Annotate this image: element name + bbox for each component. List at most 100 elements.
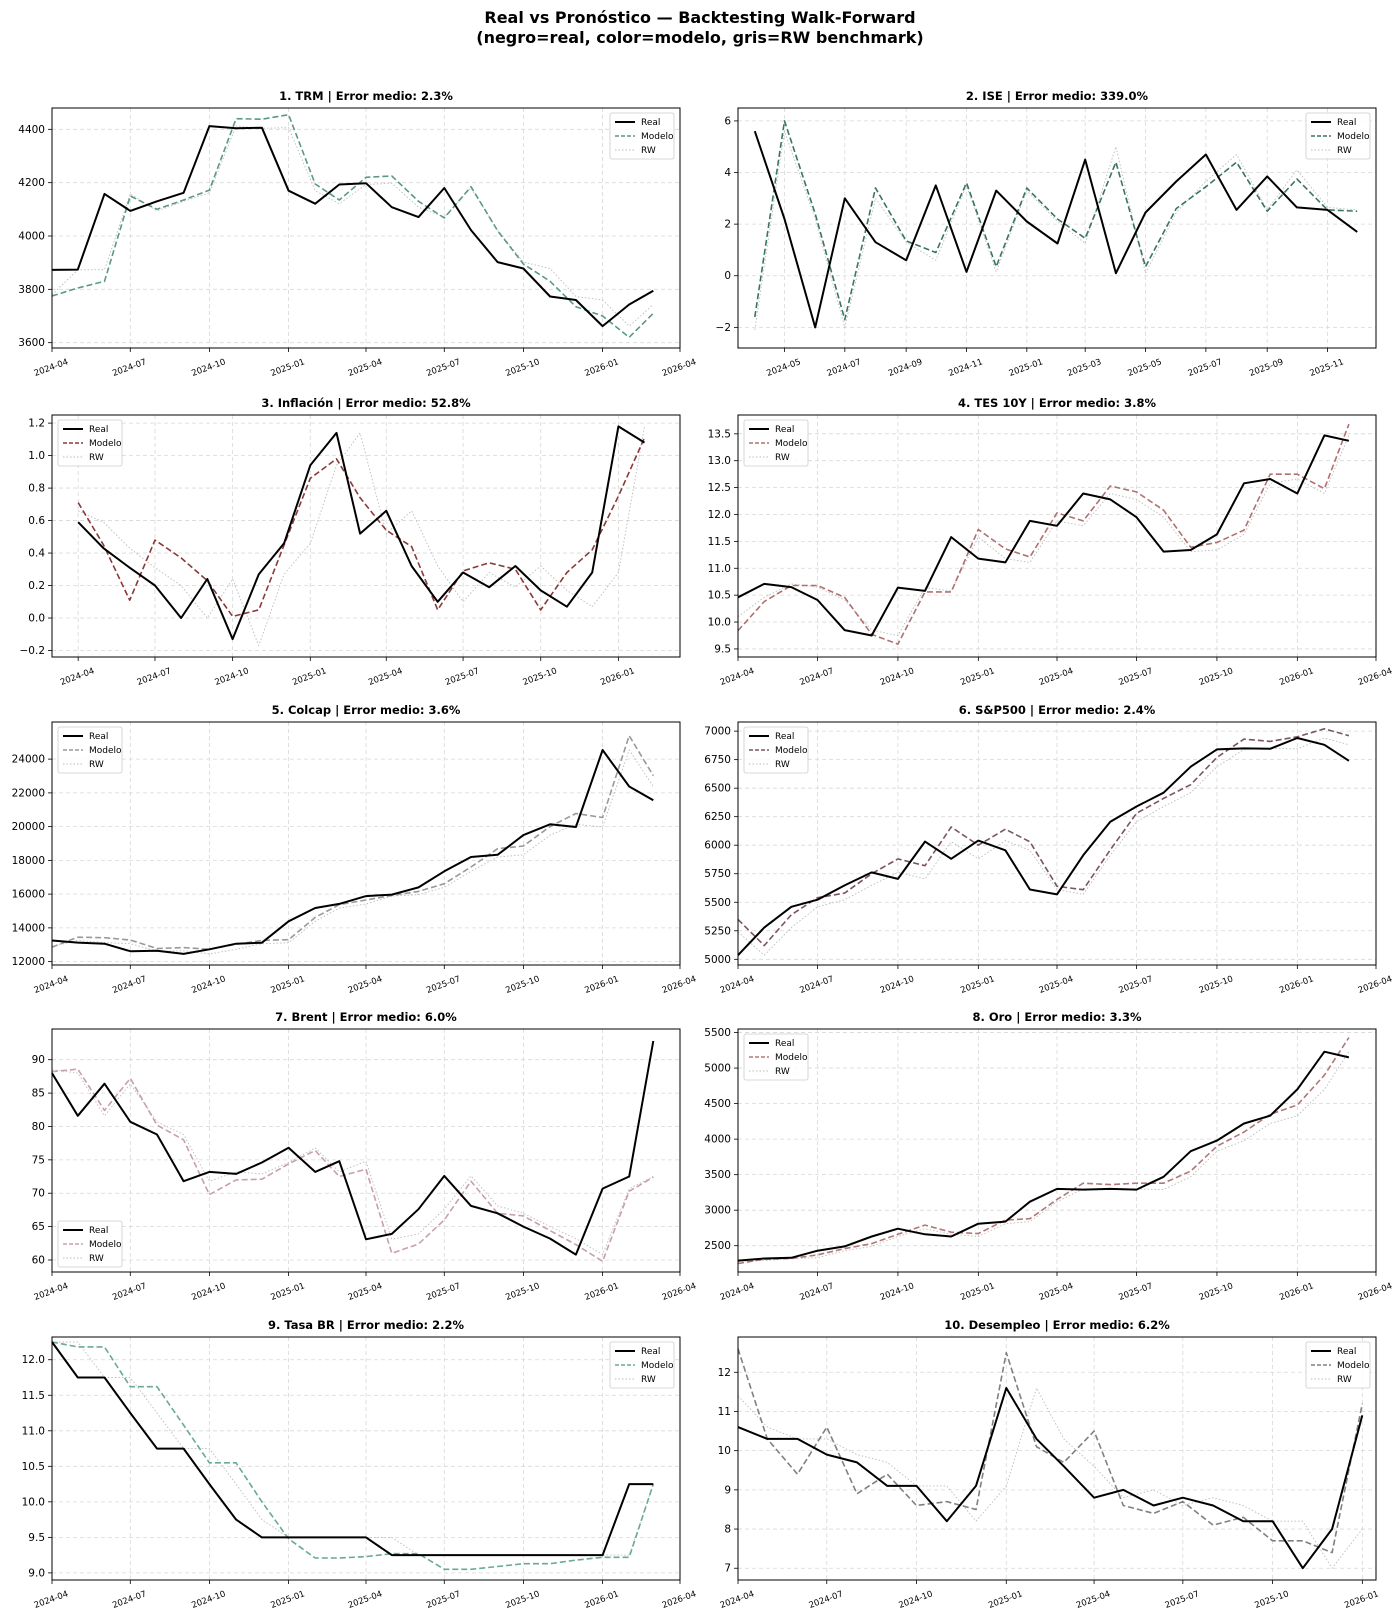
legend-box — [1305, 112, 1371, 160]
y-tick-label: 90 — [32, 1054, 45, 1066]
legend-real-label: Real — [641, 1347, 660, 1357]
y-tick-label: 75 — [32, 1154, 45, 1166]
series-line-real — [77, 425, 646, 641]
legend: Real Modelo RW — [57, 419, 123, 467]
legend-box — [609, 1341, 675, 1389]
plot-frame — [51, 721, 681, 966]
legend: Real Modelo RW — [1305, 112, 1371, 160]
series-line-rw — [737, 1051, 1350, 1262]
y-tick-label: 14000 — [12, 922, 45, 934]
y-tick-label: 20000 — [12, 821, 45, 833]
legend-modelo-label: Modelo — [775, 746, 808, 756]
legend-real-label: Real — [89, 732, 108, 742]
legend: Real Modelo RW — [743, 419, 809, 467]
y-tick-label: 2 — [724, 219, 731, 231]
chart-title: 1. TRM | Error medio: 2.3% — [279, 89, 453, 103]
legend: Real Modelo RW — [743, 726, 809, 774]
y-tick-label: 0.6 — [28, 515, 45, 527]
y-tick-label: 3500 — [704, 1169, 731, 1181]
y-tick-label: 8 — [724, 1524, 731, 1536]
y-tick-label: 11.0 — [22, 1425, 45, 1437]
legend-real-label: Real — [641, 118, 660, 128]
series-line-rw — [737, 435, 1350, 636]
legend-rw-label: RW — [641, 146, 656, 156]
legend: Real Modelo RW — [609, 1341, 675, 1389]
y-tick-label: 4 — [724, 167, 731, 179]
legend-modelo-label: Modelo — [1337, 1361, 1370, 1371]
y-tick-label: 12000 — [12, 956, 45, 968]
legend-real-label: Real — [775, 425, 794, 435]
y-tick-label: 7 — [724, 1563, 731, 1575]
series-line-real — [737, 1050, 1350, 1262]
y-tick-label: 0.2 — [28, 580, 45, 592]
legend-rw-label: RW — [775, 760, 790, 770]
y-tick-label: 11.5 — [708, 536, 731, 548]
chart-panel-6: 6. S&P500 | Error medio: 2.4% 5000 5250 550… — [704, 703, 1393, 996]
legend-rw-label: RW — [1337, 146, 1352, 156]
legend-box — [57, 419, 123, 467]
y-tick-label: 10.0 — [708, 617, 731, 629]
plot-frame — [51, 1336, 681, 1581]
y-tick-label: 3600 — [18, 337, 45, 349]
y-tick-label: 6000 — [704, 840, 731, 852]
plot-frame — [51, 107, 681, 349]
y-tick-label: 5750 — [704, 868, 731, 880]
y-tick-label: 5000 — [704, 1063, 731, 1075]
series-line-modelo — [737, 727, 1350, 947]
y-tick-label: 11.5 — [22, 1390, 45, 1402]
y-tick-label: 1.0 — [28, 450, 45, 462]
legend-modelo-label: Modelo — [89, 439, 122, 449]
chart-title: 8. Oro | Error medio: 3.3% — [972, 1010, 1142, 1024]
legend-rw-label: RW — [89, 1254, 104, 1264]
legend: Real Modelo RW — [609, 112, 675, 160]
legend-rw-label: RW — [775, 453, 790, 463]
chart-title: 7. Brent | Error medio: 6.0% — [275, 1010, 457, 1024]
legend-real-label: Real — [1337, 118, 1356, 128]
y-tick-label: 12.5 — [708, 482, 731, 494]
series-line-modelo — [754, 120, 1358, 321]
legend-real-label: Real — [775, 1039, 794, 1049]
chart-title: 4. TES 10Y | Error medio: 3.8% — [958, 396, 1157, 410]
y-tick-label: 1.2 — [28, 418, 45, 430]
chart-panel-9: 9. Tasa BR | Error medio: 2.2% 9.0 9.5 10.0… — [22, 1318, 698, 1611]
y-tick-label: 10.5 — [708, 590, 731, 602]
y-tick-label: 11.0 — [708, 563, 731, 575]
legend-modelo-label: Modelo — [775, 439, 808, 449]
legend-modelo-label: Modelo — [1337, 132, 1370, 142]
legend-rw-label: RW — [89, 453, 104, 463]
chart-title: 6. S&P500 | Error medio: 2.4% — [959, 703, 1156, 717]
series-line-modelo — [77, 437, 646, 618]
y-tick-label: 6500 — [704, 783, 731, 795]
y-tick-label: 6 — [724, 115, 731, 127]
y-tick-label: 9.5 — [714, 643, 731, 655]
y-tick-label: 5000 — [704, 954, 731, 966]
y-tick-label: 4200 — [18, 177, 45, 189]
legend-modelo-label: Modelo — [89, 1240, 122, 1250]
y-tick-label: 0.4 — [28, 548, 45, 560]
legend-rw-label: RW — [89, 760, 104, 770]
legend-modelo-label: Modelo — [641, 132, 674, 142]
y-tick-label: 85 — [32, 1088, 45, 1100]
y-tick-label: 12.0 — [708, 509, 731, 521]
y-tick-label: 12 — [718, 1367, 731, 1379]
y-tick-label: 5500 — [704, 897, 731, 909]
y-tick-label: 0.8 — [28, 483, 45, 495]
plot-frame — [51, 414, 681, 658]
legend-modelo-label: Modelo — [641, 1361, 674, 1371]
legend: Real Modelo RW — [1305, 1341, 1371, 1389]
y-tick-label: 10.0 — [22, 1496, 45, 1508]
chart-panel-10: 10. Desempleo | Error medio: 6.2% 7 8 9 10 11… — [718, 1318, 1380, 1611]
chart-title: 2. ISE | Error medio: 339.0% — [966, 89, 1149, 103]
y-tick-label: 11 — [718, 1406, 731, 1418]
y-tick-label: 24000 — [12, 754, 45, 766]
series-line-real — [737, 434, 1350, 637]
legend-real-label: Real — [89, 1226, 108, 1236]
series-line-rw — [754, 130, 1358, 330]
y-tick-label: 4000 — [704, 1134, 731, 1146]
legend-real-label: Real — [775, 732, 794, 742]
y-tick-label: 0.0 — [28, 613, 45, 625]
series-line-modelo — [737, 1348, 1364, 1554]
series-line-real — [737, 737, 1350, 956]
legend-rw-label: RW — [1337, 1375, 1352, 1385]
